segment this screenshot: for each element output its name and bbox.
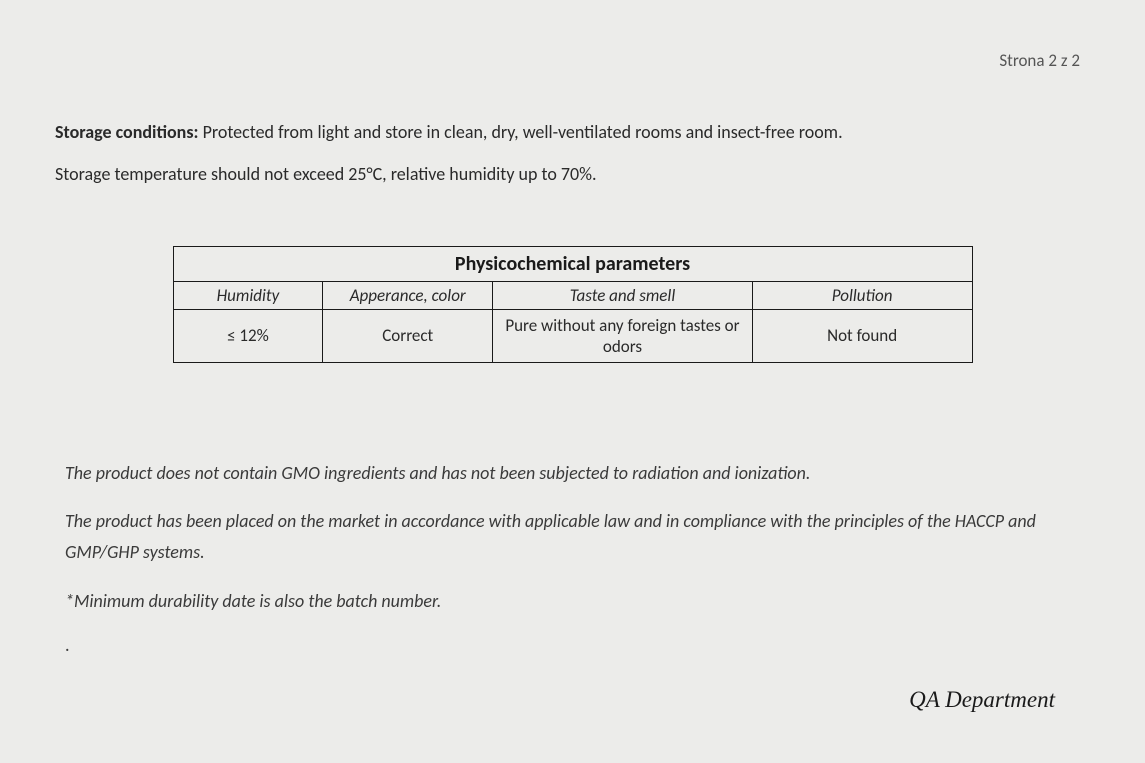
table-title-row: Physicochemical parameters — [173, 246, 972, 281]
page-number: Strona 2 z 2 — [55, 50, 1090, 71]
table-cell: Pure without any foreign tastes or odors — [493, 309, 753, 362]
physicochemical-table: Physicochemical parameters Humidity Appe… — [173, 246, 973, 363]
storage-conditions-line: Storage conditions: Protected from light… — [55, 116, 1090, 148]
table-cell: Not found — [752, 309, 972, 362]
table-col-header: Apperance, color — [323, 281, 493, 309]
note-durability: *Minimum durability date is also the bat… — [65, 586, 1080, 617]
storage-temperature-line: Storage temperature should not exceed 25… — [55, 158, 1090, 190]
storage-conditions-text: Protected from light and store in clean,… — [199, 121, 843, 143]
table-col-header: Humidity — [173, 281, 323, 309]
table-col-header: Pollution — [752, 281, 972, 309]
table-row: ≤ 12% Correct Pure without any foreign t… — [173, 309, 972, 362]
storage-conditions-label: Storage conditions: — [55, 121, 199, 143]
table-title: Physicochemical parameters — [173, 246, 972, 281]
table-cell: Correct — [323, 309, 493, 362]
table-cell: ≤ 12% — [173, 309, 323, 362]
table-header-row: Humidity Apperance, color Taste and smel… — [173, 281, 972, 309]
note-gmo: The product does not contain GMO ingredi… — [65, 458, 1080, 489]
table-col-header: Taste and smell — [493, 281, 753, 309]
notes-section: The product does not contain GMO ingredi… — [55, 458, 1090, 616]
note-compliance: The product has been placed on the marke… — [65, 506, 1080, 567]
qa-signature: QA Department — [909, 687, 1055, 713]
stray-dot: . — [55, 634, 1090, 656]
